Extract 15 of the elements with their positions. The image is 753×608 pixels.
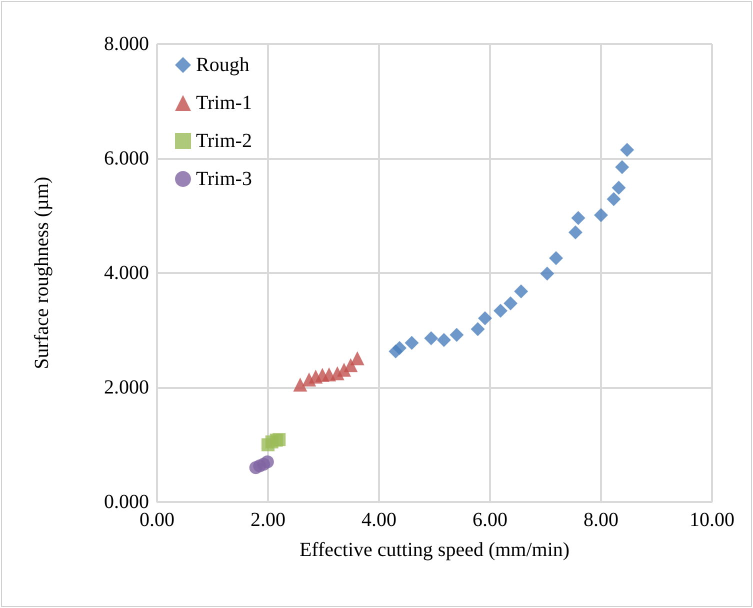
legend-label: Trim-2	[196, 130, 252, 152]
y-tick-label: 6.000	[104, 148, 149, 170]
y-tick-label: 2.000	[104, 376, 149, 398]
x-tick-label: 4.00	[362, 509, 396, 531]
x-tick-label: 2.00	[250, 509, 286, 531]
x-tick-label: 10.00	[690, 509, 734, 531]
x-axis-title: Effective cutting speed (mm/min)	[299, 539, 570, 561]
y-tick-label: 8.000	[104, 33, 149, 55]
x-tick-label: 6.00	[472, 509, 508, 531]
x-tick-label: 8.00	[584, 509, 618, 531]
y-axis-title: Surface roughness (µm)	[31, 176, 53, 370]
y-tick-label: 4.000	[104, 262, 149, 284]
legend-label: Trim-1	[196, 92, 252, 114]
legend-label: Trim-3	[196, 168, 252, 190]
legend-label: Rough	[196, 54, 250, 76]
